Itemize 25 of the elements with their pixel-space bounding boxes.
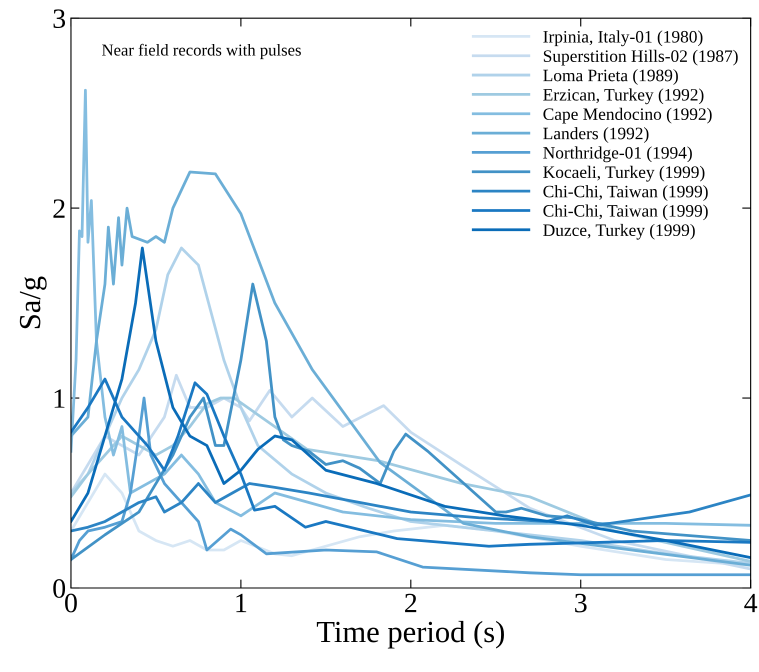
- x-axis-title: Time period (s): [316, 620, 504, 649]
- legend-label: Erzican, Turkey (1992): [543, 88, 704, 104]
- x-tick-label: 3: [575, 594, 587, 612]
- y-tick-label: 0: [53, 579, 66, 598]
- legend-label: Kocaeli, Turkey (1999): [543, 166, 704, 182]
- legend-label: Landers (1992): [543, 127, 648, 143]
- legend-label: Chi-Chi, Taiwan (1999): [543, 185, 708, 201]
- line-series: [70, 88, 751, 527]
- legend-label: Cape Mendocino (1992): [543, 108, 712, 124]
- annotation: Near field records with pulses: [102, 44, 301, 60]
- line-series: [70, 482, 751, 532]
- x-tick-label: 2: [405, 594, 416, 612]
- x-tick-label: 4: [744, 594, 758, 612]
- legend-label: Northridge-01 (1994): [543, 146, 692, 162]
- y-tick-label: 3: [54, 9, 66, 28]
- y-axis-title: Sa/g: [20, 276, 47, 328]
- x-tick-label: 0: [65, 594, 77, 612]
- y-tick-label: 1: [54, 389, 64, 408]
- legend-label: Chi-Chi, Taiwan (1999): [543, 204, 708, 220]
- y-tick-label: 2: [53, 199, 65, 218]
- legend-label: Duzce, Turkey (1999): [543, 224, 695, 240]
- legend-label: Loma Prieta (1989): [543, 69, 678, 85]
- x-tick-label: 1: [236, 594, 246, 612]
- legend-label: Irpinia, Italy-01 (1980): [543, 30, 702, 46]
- legend-label: Superstition Hills-02 (1987): [544, 50, 738, 66]
